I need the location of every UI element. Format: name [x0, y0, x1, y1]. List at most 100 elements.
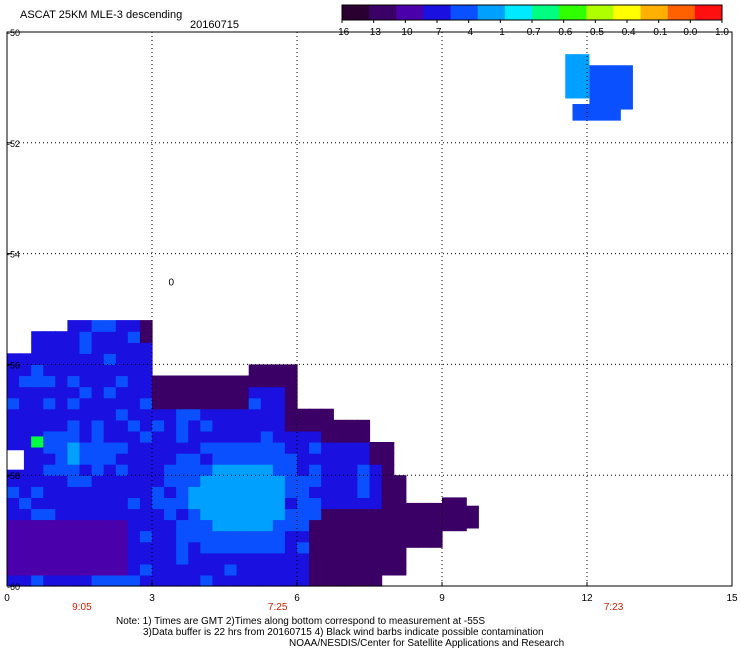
heatmap-cell: [67, 408, 81, 421]
heatmap-cell: [321, 508, 334, 521]
heatmap-cell: [91, 419, 105, 432]
heatmap-cell: [272, 519, 286, 532]
heatmap-cell: [345, 541, 358, 554]
heatmap-cell: [103, 320, 117, 332]
heatmap-cell: [103, 442, 117, 454]
heatmap-cell: [152, 375, 165, 388]
heatmap-cell: [260, 563, 274, 576]
heatmap-cell: [345, 464, 358, 476]
heatmap-cell: [369, 464, 383, 476]
heatmap-cell: [139, 464, 153, 476]
heatmap-cell: [67, 419, 81, 432]
heatmap-cell: [333, 464, 346, 476]
heatmap-cell: [55, 464, 68, 476]
heatmap-cell: [91, 486, 105, 498]
heatmap-cell: [381, 530, 395, 543]
heatmap-cell: [357, 486, 371, 498]
heatmap-cell: [321, 574, 334, 587]
heatmap-cell: [127, 464, 141, 476]
heatmap-cell: [55, 563, 68, 576]
heatmap-cell: [152, 563, 165, 576]
x-axis-ticks: 0 3 6 9 12 15: [4, 582, 738, 604]
heatmap-cell: [212, 508, 226, 521]
heatmap-cell: [188, 530, 201, 543]
heatmap-cell: [19, 497, 32, 510]
heatmap-cell: [176, 530, 189, 543]
heatmap-cell: [188, 541, 201, 554]
heatmap-cell: [19, 563, 32, 576]
heatmap-cell: [357, 430, 371, 443]
heatmap-cell: [260, 375, 274, 388]
heatmap-cell: [67, 320, 81, 332]
heatmap-cell: [369, 475, 383, 487]
heatmap-cell: [345, 430, 358, 443]
heatmap-cell: [357, 453, 371, 465]
heatmap-cell: [248, 397, 262, 410]
heatmap-cell: [164, 375, 177, 388]
heatmap-cell: [260, 486, 274, 498]
heatmap-cell: [164, 519, 177, 532]
heatmap-cell: [284, 408, 298, 421]
heatmap-cell: [31, 453, 44, 465]
heatmap-cell: [127, 353, 141, 365]
heatmap-cell: [284, 442, 298, 454]
heatmap-cell: [224, 563, 238, 576]
heatmap-cell: [164, 574, 177, 587]
heatmap-cell: [31, 386, 44, 399]
heatmap-cell: [67, 530, 81, 543]
heatmap-cell: [31, 408, 44, 421]
heatmap-cell: [139, 342, 153, 354]
heatmap-cell: [103, 386, 117, 399]
heatmap-cell: [260, 442, 274, 454]
heatmap-cell: [381, 497, 395, 510]
heatmap-cell: [115, 397, 129, 410]
heatmap-cell: [115, 375, 129, 388]
heatmap-cell: [345, 453, 358, 465]
heatmap-cell: [115, 331, 129, 343]
heatmap-cell: [31, 563, 44, 576]
heatmap-cell: [115, 530, 129, 543]
heatmap-cell: [67, 508, 81, 521]
heatmap-cell: [212, 419, 226, 432]
heatmap-cell: [333, 530, 346, 543]
heatmap-cell: [272, 486, 286, 498]
heatmap-cell: [248, 574, 262, 587]
heatmap-cell: [31, 486, 44, 498]
heatmap-cell: [272, 464, 286, 476]
heatmap-cell: [236, 541, 250, 554]
heatmap-cell: [272, 530, 286, 543]
heatmap-cell: [176, 408, 189, 421]
heatmap-cell: [381, 508, 395, 521]
heatmap-cell: [236, 574, 250, 587]
heatmap-cell: [272, 419, 286, 432]
heatmap-cell: [103, 430, 117, 443]
heatmap-cell: [43, 574, 56, 587]
heatmap-cell: [43, 475, 56, 487]
heatmap-cell: [55, 530, 68, 543]
heatmap-cell: [357, 541, 371, 554]
heatmap-cell: [103, 475, 117, 487]
contour-label: 0: [169, 277, 175, 288]
heatmap-cell: [321, 475, 334, 487]
heatmap-cell: [284, 530, 298, 543]
heatmap-cell: [200, 397, 213, 410]
heatmap-cell: [115, 563, 129, 576]
heatmap-cell: [152, 530, 165, 543]
heatmap-cell: [188, 375, 201, 388]
heatmap-cell: [115, 464, 129, 476]
colorbar-segment: [532, 5, 560, 20]
note-line-1: Note: 1) Times are GMT 2)Times along bot…: [116, 616, 486, 627]
heatmap-cell: [212, 386, 226, 399]
y-tick-label: -60: [7, 582, 20, 592]
heatmap-cell: [139, 475, 153, 487]
heatmap-cell: [103, 464, 117, 476]
heatmap-cell: [236, 430, 250, 443]
heatmap-cell: [212, 486, 226, 498]
heatmap-cell: [43, 497, 56, 510]
heatmap-cell: [381, 552, 395, 565]
heatmap-cell: [284, 486, 298, 498]
heatmap-cell: [43, 430, 56, 443]
heatmap-cell: [345, 419, 358, 432]
heatmap-cell: [212, 574, 226, 587]
heatmap-cell: [176, 430, 189, 443]
